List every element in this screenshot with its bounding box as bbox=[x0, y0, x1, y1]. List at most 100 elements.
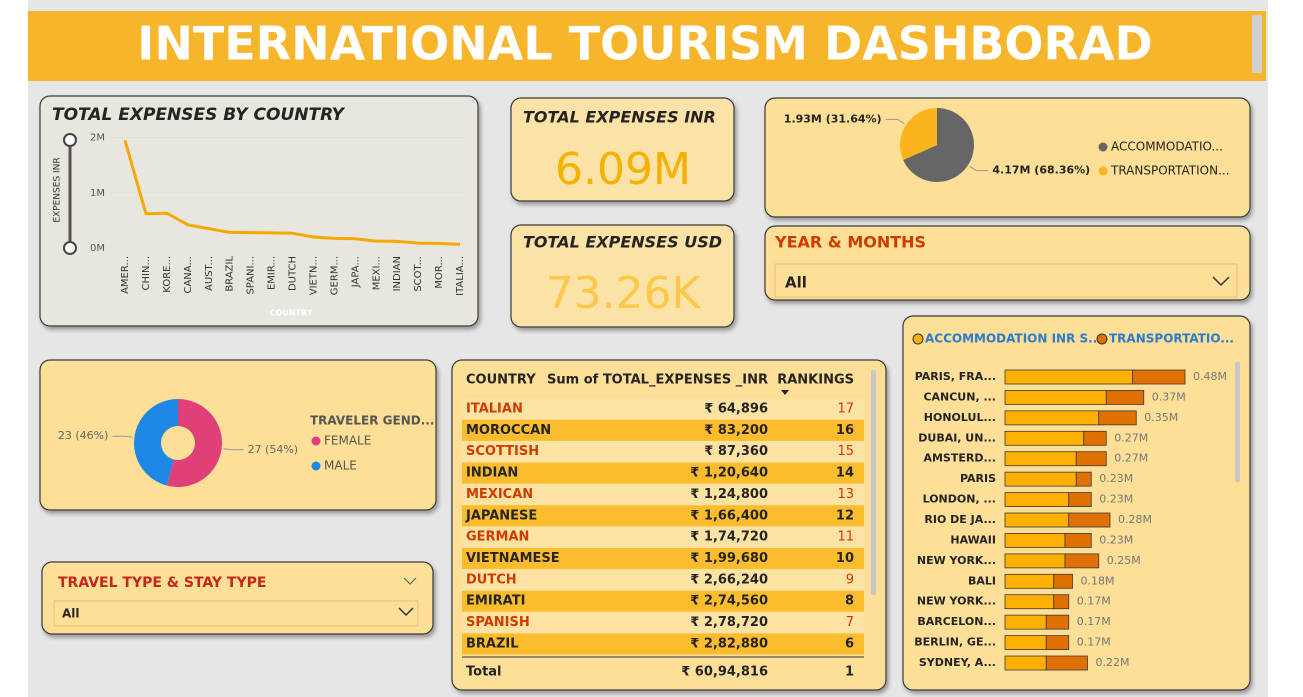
table-cell: EMIRATI bbox=[466, 594, 525, 609]
kpi-card bbox=[510, 97, 735, 202]
kpi-card bbox=[510, 224, 735, 328]
bar-segment bbox=[1098, 410, 1137, 426]
legend-label: MALE bbox=[324, 459, 357, 473]
bar-segment bbox=[1064, 533, 1092, 548]
header-band bbox=[28, 11, 1266, 81]
x-tick-label: AMER... bbox=[120, 256, 131, 294]
slice bbox=[903, 108, 974, 183]
x-tick-label: INDIAN bbox=[392, 256, 403, 291]
table-cell: JAPANESE bbox=[465, 508, 537, 523]
x-tick-label: SPANI... bbox=[246, 256, 257, 295]
total-label: 0.27M bbox=[1114, 452, 1148, 465]
legend-label: ACCOMMODATION INR S... bbox=[925, 332, 1102, 346]
total-label: 0.22M bbox=[1096, 656, 1130, 669]
bar-segment bbox=[1004, 533, 1066, 548]
slicer-selection[interactable]: All bbox=[785, 274, 807, 292]
bar-segment bbox=[1004, 635, 1047, 650]
column-header: COUNTRY bbox=[466, 373, 536, 388]
y-tick-label: DUBAI, UN... bbox=[918, 431, 996, 444]
bar-segment bbox=[1105, 390, 1145, 405]
bar-segment bbox=[1075, 471, 1092, 487]
bar-segment bbox=[1004, 614, 1047, 630]
table-cell: DUTCH bbox=[466, 572, 517, 587]
x-tick-label: KORE... bbox=[162, 256, 173, 293]
legend-marker bbox=[1098, 142, 1108, 152]
legend-label: TRANSPORTATIO... bbox=[1109, 332, 1234, 346]
table-cell: ₹ 1,99,680 bbox=[690, 551, 768, 566]
bar-segment bbox=[1004, 369, 1133, 385]
total-label: 0.17M bbox=[1077, 615, 1111, 628]
slicer-selection[interactable]: All bbox=[62, 607, 80, 621]
y-tick-label: AMSTERD... bbox=[923, 452, 996, 465]
y-tick-label: BERLIN, GE... bbox=[914, 636, 996, 649]
slicer-dropdown[interactable] bbox=[774, 263, 1238, 298]
bar-segment bbox=[1004, 430, 1085, 446]
table-cell: ₹ 87,360 bbox=[704, 444, 768, 459]
slice bbox=[167, 399, 223, 487]
table-cell: ₹ 64,896 bbox=[704, 402, 768, 417]
slicer-title: YEAR & MONTHS bbox=[774, 233, 926, 252]
table-row bbox=[462, 612, 864, 634]
column-header[interactable]: RANKINGS bbox=[777, 373, 854, 388]
table-cell: INDIAN bbox=[466, 466, 518, 481]
legend-title: TRAVELER GEND... bbox=[310, 414, 434, 428]
total-label: 0.17M bbox=[1077, 595, 1111, 608]
data-label: 23 (46%) bbox=[58, 429, 109, 442]
x-tick-label: GERM... bbox=[329, 256, 340, 295]
scrollbar[interactable] bbox=[871, 370, 876, 595]
chevron[interactable] bbox=[398, 607, 414, 617]
bar-segment bbox=[1004, 573, 1055, 589]
header-title: INTERNATIONAL TOURISM DASHBORAD bbox=[137, 17, 1152, 71]
total-label: 0.23M bbox=[1099, 533, 1133, 546]
table-cell: BRAZIL bbox=[466, 636, 519, 651]
bar-segment bbox=[1053, 573, 1073, 589]
bar-segment bbox=[1083, 430, 1107, 446]
table-row bbox=[462, 590, 864, 612]
chevron[interactable] bbox=[403, 577, 417, 585]
y-tick-label: HONOLUL... bbox=[924, 411, 996, 424]
table-cell: ₹ 83,200 bbox=[704, 423, 768, 438]
table-cell: ₹ 2,66,240 bbox=[690, 572, 768, 587]
y-tick-label: SYDNEY, A... bbox=[919, 656, 996, 669]
chart-title: TOTAL EXPENSES BY COUNTRY bbox=[52, 105, 346, 125]
legend-label: FEMALE bbox=[324, 434, 371, 448]
total-label: 0.37M bbox=[1152, 390, 1186, 403]
y-tick-label: 2M bbox=[90, 133, 105, 144]
chevron[interactable] bbox=[1212, 276, 1230, 287]
total-label: 0.27M bbox=[1114, 431, 1148, 444]
table-row bbox=[462, 569, 864, 591]
table-cell: 10 bbox=[836, 551, 854, 566]
table-cell: MEXICAN bbox=[466, 487, 533, 502]
table-cell: 17 bbox=[837, 402, 854, 417]
bar-segment bbox=[1068, 492, 1092, 507]
x-tick-label: MOR... bbox=[434, 256, 445, 289]
table-cell: ₹ 2,82,880 bbox=[690, 636, 768, 651]
slider-handle[interactable] bbox=[63, 241, 77, 255]
x-axis-label: COUNTRY bbox=[270, 309, 313, 318]
y-tick-label: BALI bbox=[968, 574, 996, 587]
total-label: 0.23M bbox=[1099, 493, 1133, 506]
slicer-dropdown[interactable] bbox=[53, 600, 419, 627]
table-cell: ₹ 1,24,800 bbox=[690, 487, 768, 502]
x-tick-label: EMIR... bbox=[267, 256, 278, 290]
total-label: 0.23M bbox=[1099, 472, 1133, 485]
data-label: 4.17M (68.36%) bbox=[992, 164, 1090, 177]
table-cell: 6 bbox=[845, 636, 854, 651]
table-total: 1 bbox=[845, 665, 854, 680]
table-row bbox=[462, 483, 864, 505]
total-label: 0.35M bbox=[1144, 411, 1178, 424]
table-row bbox=[462, 505, 864, 527]
table-cell: VIETNAMESE bbox=[466, 551, 560, 566]
table-cell: ₹ 1,20,640 bbox=[690, 466, 768, 481]
table-cell: ₹ 2,78,720 bbox=[690, 615, 768, 630]
column-header: Sum of TOTAL_EXPENSES _INR bbox=[547, 373, 768, 388]
bar-segment bbox=[1004, 390, 1107, 405]
x-tick-label: BRAZIL bbox=[225, 256, 236, 292]
y-tick-label: NEW YORK... bbox=[917, 554, 996, 567]
slider-handle[interactable] bbox=[63, 133, 77, 147]
table-row bbox=[462, 419, 864, 441]
scrollbar[interactable] bbox=[1235, 362, 1240, 482]
legend-marker bbox=[912, 333, 924, 345]
bar-segment bbox=[1004, 492, 1070, 507]
